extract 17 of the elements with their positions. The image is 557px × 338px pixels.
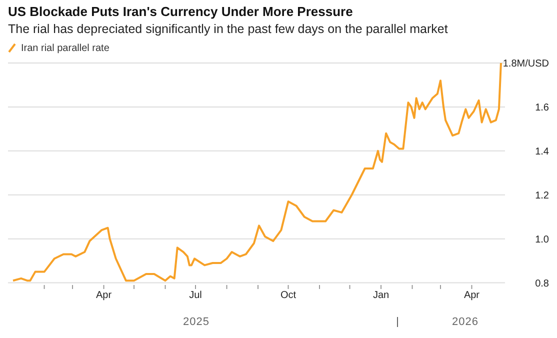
legend-label: Iran rial parallel rate xyxy=(21,42,110,54)
chart-subtitle: The rial has depreciated significantly in the past few days on the parallel market xyxy=(8,21,449,37)
x-tick-label: Jan xyxy=(372,290,390,302)
y-tick-label: 1.4 xyxy=(535,146,550,158)
y-tick-label: 1.2 xyxy=(535,190,550,202)
y-tick-label: 1.8M/USD xyxy=(502,58,549,70)
x-tick-label: Apr xyxy=(96,290,112,302)
text: 2025 xyxy=(183,316,210,328)
line-series xyxy=(12,63,502,282)
x-tick-label: Apr xyxy=(464,290,480,302)
text: 2026 xyxy=(452,316,478,328)
y-tick-label: 0.8 xyxy=(535,278,550,290)
chart-title: US Blockade Puts Iran's Currency Under More Pressure xyxy=(8,4,354,20)
x-tick-label: Oct xyxy=(280,290,296,302)
y-tick-label: 1.6 xyxy=(535,102,550,114)
y-tick-label: 1.0 xyxy=(535,234,550,246)
x-tick-label: Jul xyxy=(189,290,202,302)
